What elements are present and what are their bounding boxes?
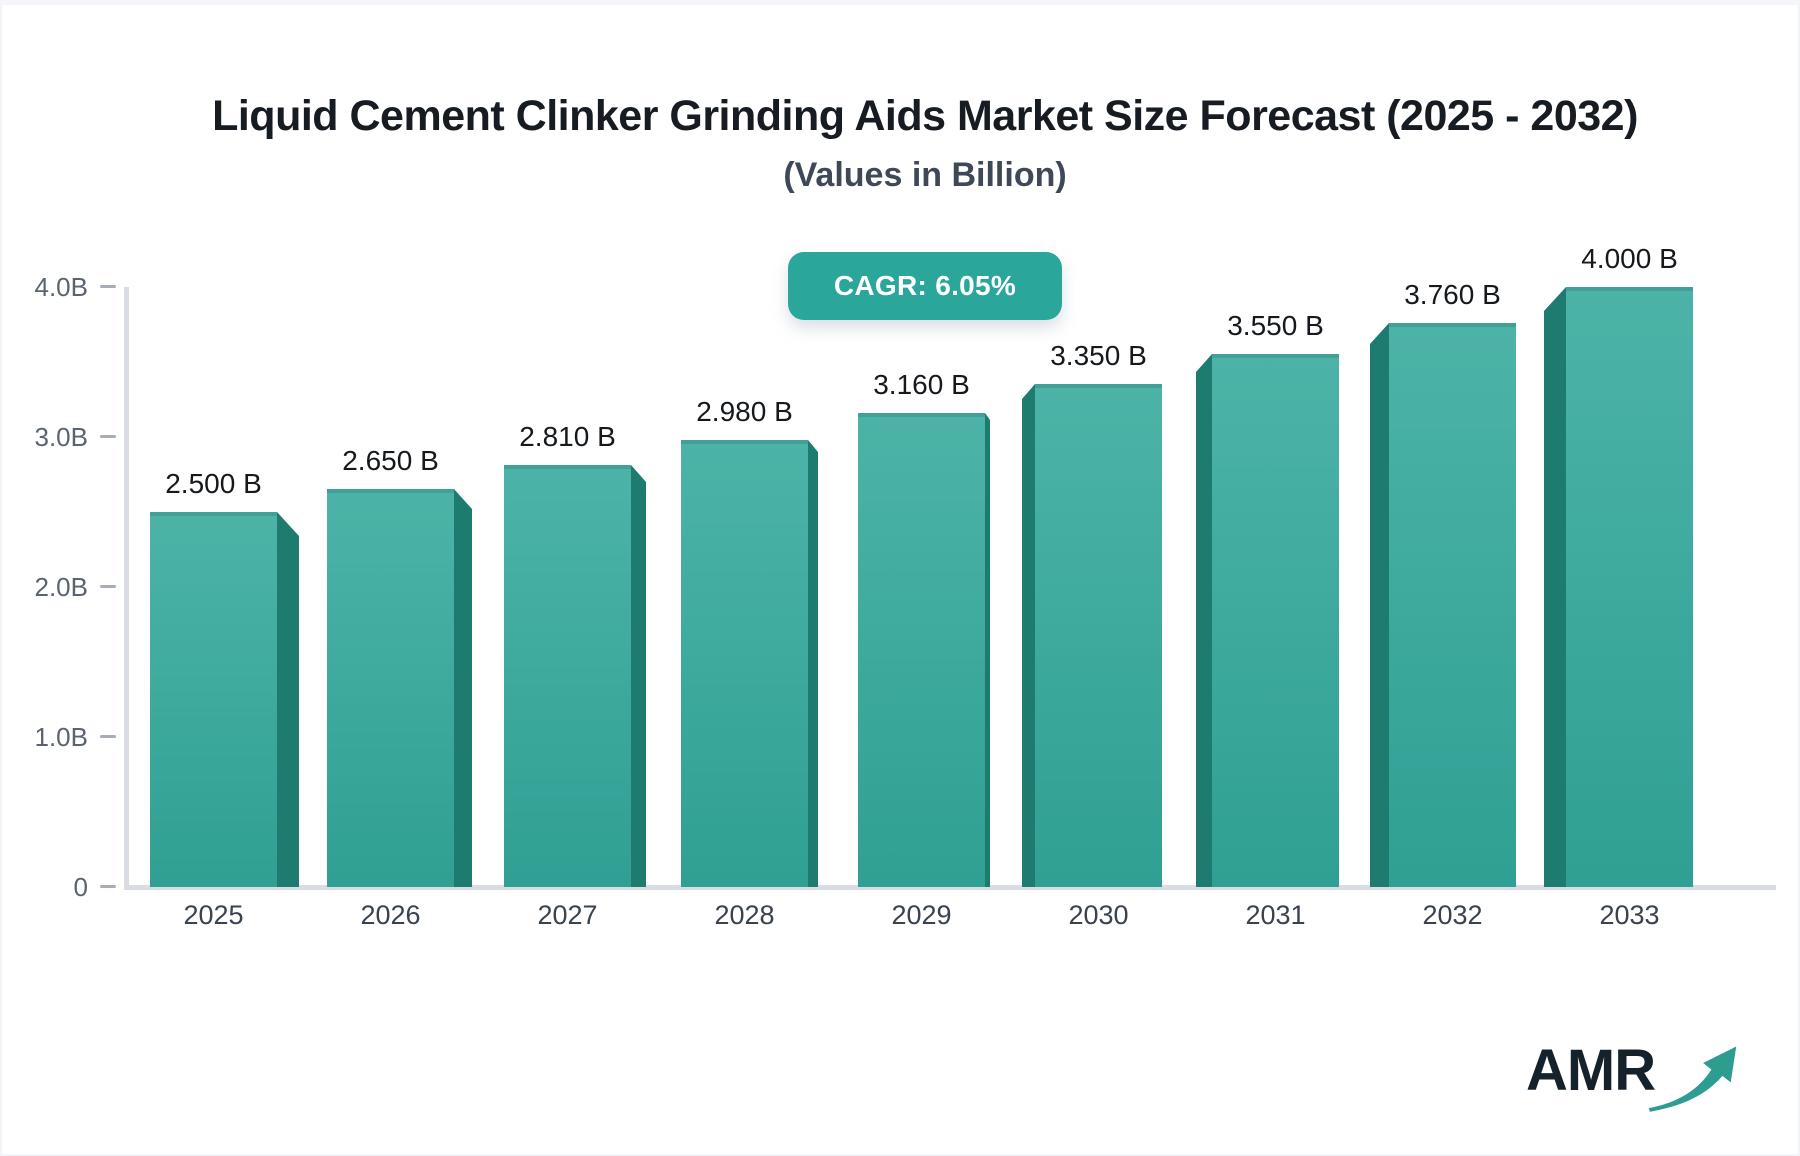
bar-side-2029 bbox=[985, 413, 990, 887]
y-axis-tick bbox=[100, 435, 116, 438]
chart-subtitle: (Values in Billion) bbox=[783, 156, 1067, 194]
y-axis-tick-label: 1.0B bbox=[34, 722, 89, 752]
bar-value-label: 2.500 B bbox=[165, 468, 262, 499]
bar-2033 bbox=[1566, 287, 1693, 887]
bar-2029 bbox=[858, 413, 985, 887]
bar-value-label: 3.350 B bbox=[1050, 340, 1147, 371]
growth-arrow-icon bbox=[1648, 1046, 1737, 1112]
y-axis-tick bbox=[100, 885, 116, 888]
y-axis-tick-label: 3.0B bbox=[34, 422, 89, 452]
bar-2026 bbox=[327, 489, 454, 887]
bar-side-2032 bbox=[1370, 323, 1389, 887]
bar-value-label: 2.650 B bbox=[342, 445, 439, 476]
bar-side-2025 bbox=[277, 512, 299, 887]
bar-2032 bbox=[1389, 323, 1516, 887]
x-axis-label: 2032 bbox=[1422, 900, 1483, 930]
x-axis-label: 2025 bbox=[183, 900, 244, 930]
bar-2031 bbox=[1212, 354, 1339, 887]
amr-logo: AMR bbox=[1526, 1028, 1739, 1112]
x-axis-label: 2027 bbox=[537, 900, 598, 930]
x-axis-label: 2029 bbox=[891, 900, 952, 930]
y-axis-line bbox=[124, 287, 129, 887]
bar-side-2030 bbox=[1022, 384, 1035, 887]
bar-side-2033 bbox=[1544, 287, 1566, 887]
y-axis-tick-label: 0 bbox=[73, 872, 88, 902]
bar-side-2027 bbox=[631, 465, 646, 887]
cagr-badge-label: CAGR: 6.05% bbox=[833, 270, 1017, 301]
y-axis-tick bbox=[100, 585, 116, 588]
x-axis-line bbox=[124, 885, 1776, 890]
cagr-badge: CAGR: 6.05% bbox=[788, 252, 1062, 320]
y-axis-tick-label: 4.0B bbox=[34, 272, 89, 302]
bar-value-label: 3.550 B bbox=[1227, 310, 1324, 341]
x-axis-label: 2031 bbox=[1245, 900, 1306, 930]
x-axis-label: 2028 bbox=[714, 900, 775, 930]
bar-value-label: 2.810 B bbox=[519, 421, 616, 452]
x-axis-label: 2033 bbox=[1599, 900, 1660, 930]
x-axis-label: 2030 bbox=[1068, 900, 1129, 930]
bar-side-2026 bbox=[454, 489, 472, 887]
card-top-edge bbox=[0, 0, 1800, 5]
bar-side-2028 bbox=[808, 440, 818, 887]
bar-value-label: 3.160 B bbox=[873, 369, 970, 400]
page-title: Liquid Cement Clinker Grinding Aids Mark… bbox=[212, 92, 1638, 140]
bar-2027 bbox=[504, 465, 631, 887]
bar-value-label: 3.760 B bbox=[1404, 279, 1501, 310]
y-axis-tick bbox=[100, 735, 116, 738]
y-axis-tick bbox=[100, 285, 116, 288]
bar-2028 bbox=[681, 440, 808, 887]
bar-value-label: 2.980 B bbox=[696, 396, 793, 427]
bar-value-label: 4.000 B bbox=[1581, 243, 1678, 274]
y-axis-tick-label: 2.0B bbox=[34, 572, 89, 602]
amr-logo-text: AMR bbox=[1526, 1037, 1656, 1103]
bar-2030 bbox=[1035, 384, 1162, 887]
bar-2025 bbox=[150, 512, 277, 887]
x-axis-label: 2026 bbox=[360, 900, 421, 930]
bar-side-2031 bbox=[1196, 354, 1212, 887]
